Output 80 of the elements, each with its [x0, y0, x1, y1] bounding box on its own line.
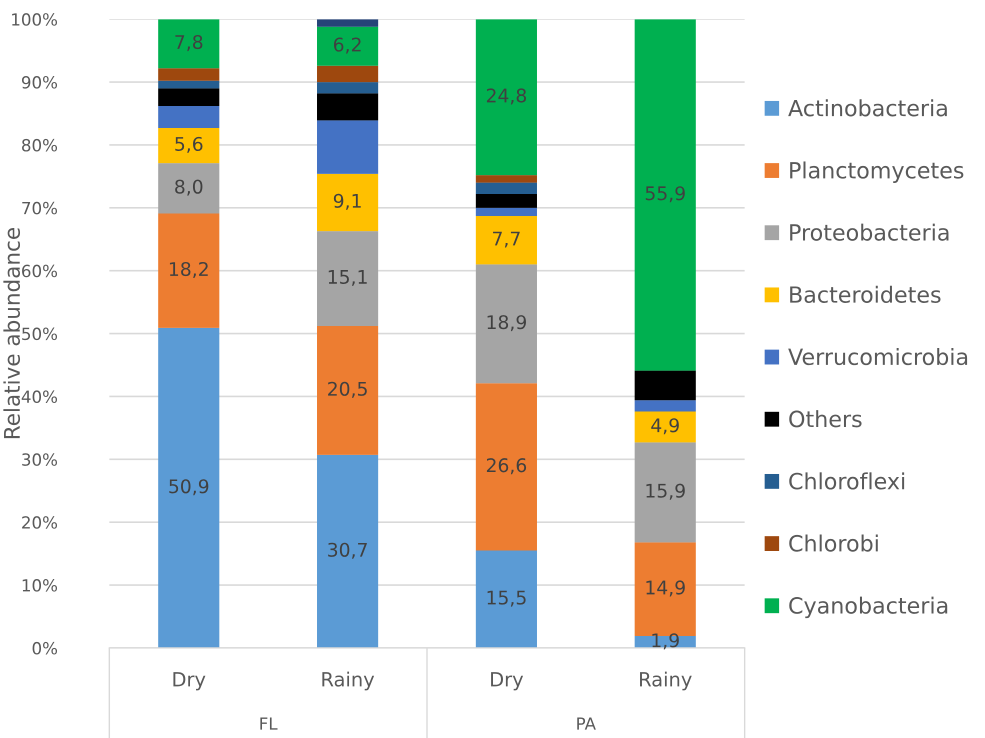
data-label: 26,6 [486, 458, 526, 474]
bar [317, 66, 378, 82]
bar [317, 120, 378, 174]
y-tick-label: 30% [22, 453, 58, 466]
bar [476, 216, 537, 264]
bar [317, 326, 378, 455]
y-tick-label: 80% [22, 138, 58, 152]
y-tick-label: 20% [22, 516, 58, 529]
data-label: 50,9 [169, 479, 208, 496]
data-label: 9,1 [334, 194, 361, 210]
bar [476, 383, 537, 551]
bar [158, 88, 220, 106]
bar [158, 106, 220, 128]
y-tick-label: 0% [32, 642, 58, 655]
bar [317, 231, 378, 326]
bar [158, 163, 220, 214]
data-label: 4,9 [651, 418, 679, 434]
legend-label: Proteobacteria [790, 224, 948, 241]
data-label: 20,5 [328, 382, 367, 398]
data-label: 15,5 [488, 590, 526, 607]
x-tick-label: Rainy [322, 672, 374, 690]
y-tick-label: 40% [22, 390, 58, 404]
y-tick-label: 70% [22, 202, 58, 214]
data-label: 5,6 [175, 136, 202, 153]
bar [158, 328, 220, 648]
legend-label: Cyanobacteria [789, 596, 948, 618]
data-label: 7,8 [175, 34, 202, 52]
bar [634, 442, 696, 542]
bar [634, 412, 696, 442]
bar [158, 68, 220, 81]
bar [476, 182, 537, 194]
data-label: 14,9 [646, 580, 685, 597]
x-tick-label: Rainy [640, 672, 692, 690]
bar [634, 400, 696, 412]
bar [634, 19, 696, 371]
x-tick-label: Dry [491, 672, 524, 690]
bar [476, 194, 537, 208]
data-label: 1,9 [652, 633, 679, 650]
y-tick-label: 90% [22, 76, 58, 89]
bar [158, 80, 220, 88]
legend-label: Planctomycetes [790, 161, 964, 183]
data-label: 24,8 [486, 88, 526, 105]
legend-label: Others [789, 410, 862, 428]
y-tick-label: 50% [22, 328, 58, 340]
bar [634, 370, 696, 400]
data-label: 18,9 [488, 315, 526, 332]
bar [476, 208, 537, 216]
bar [317, 93, 378, 120]
legend-label: Verrucomicrobia [788, 348, 968, 366]
bar [317, 174, 378, 232]
x-tick-label: Dry [173, 672, 206, 690]
bar [158, 128, 220, 164]
bar [476, 550, 537, 648]
y-tick-label: 100% [12, 13, 58, 26]
data-label: 6,2 [334, 37, 361, 54]
data-label: 18,2 [170, 262, 208, 278]
data-label: 8,0 [175, 180, 202, 196]
data-label: 15,1 [328, 270, 367, 286]
bar [158, 19, 220, 68]
text: FL [260, 717, 278, 730]
data-label: 7,7 [493, 232, 520, 248]
bar [317, 82, 378, 94]
bar [158, 213, 220, 328]
bar [476, 175, 537, 183]
legend-label: Actinobacteria [788, 99, 947, 116]
bar [476, 19, 537, 176]
legend-label: Bacteroidetes [790, 286, 941, 303]
data-label: 15,9 [646, 484, 685, 500]
legend-label: Chloroflexi [789, 472, 904, 490]
bar [317, 26, 378, 66]
text: PA [577, 717, 596, 730]
data-label: 55,9 [646, 186, 685, 202]
y-axis-title: Relative abundance [3, 228, 20, 438]
bar [476, 264, 537, 384]
legend-label: Chlorobi [789, 534, 878, 552]
data-label: 30,7 [328, 542, 367, 559]
bar [317, 454, 378, 648]
bar [317, 19, 378, 27]
y-tick-label: 10% [22, 579, 58, 592]
y-tick-label: 60% [22, 264, 58, 278]
